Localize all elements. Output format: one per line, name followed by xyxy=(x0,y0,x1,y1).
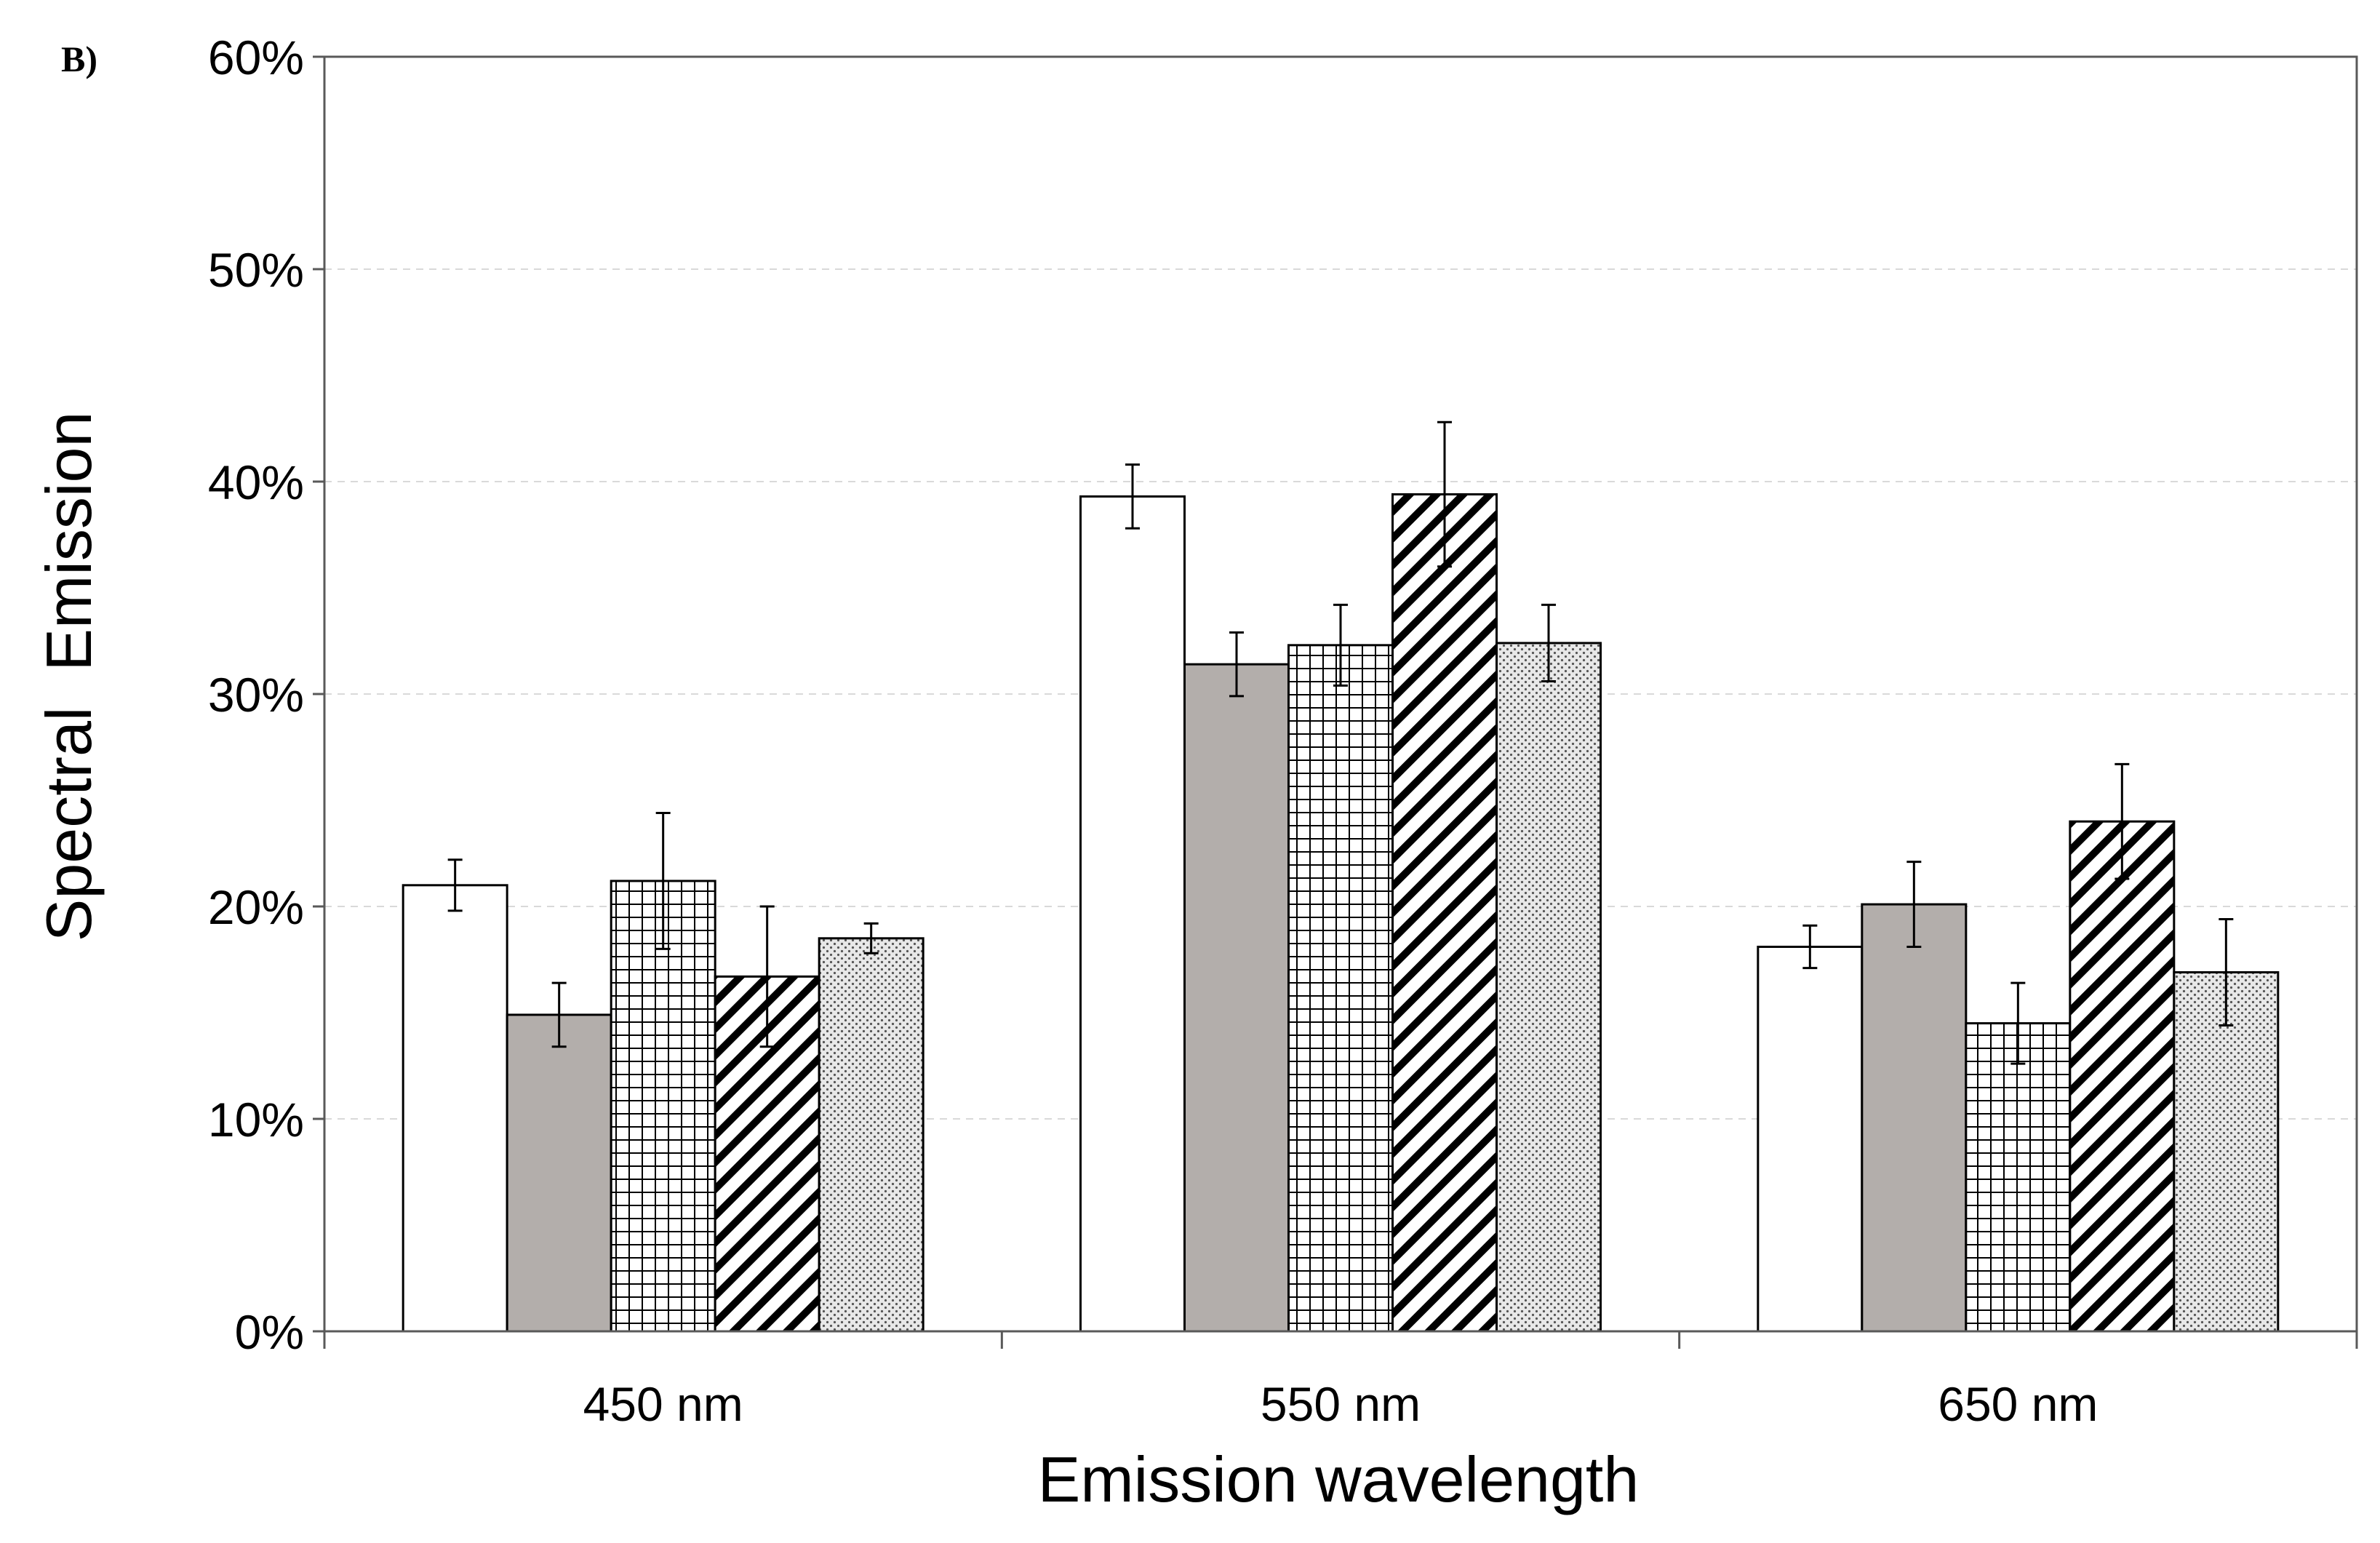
bar-gray-2 xyxy=(1183,663,1290,1333)
bar-grid-2 xyxy=(1287,644,1394,1333)
error-bar xyxy=(1125,463,1140,530)
error-bar xyxy=(759,905,775,1048)
y-tick-label: 10% xyxy=(208,1093,304,1147)
bar-dots-2 xyxy=(1496,642,1602,1333)
bar-grid-3 xyxy=(1965,1022,2072,1333)
y-tick-label: 50% xyxy=(208,243,304,297)
error-bar xyxy=(1541,603,1556,682)
error-bars xyxy=(447,420,2234,1065)
error-bar xyxy=(1802,924,1818,970)
error-bar xyxy=(863,922,879,954)
error-bar xyxy=(2115,762,2130,880)
bar-dots-3 xyxy=(2173,971,2280,1333)
error-bar xyxy=(655,812,671,950)
bar-white-2 xyxy=(1079,495,1186,1333)
panel-label: B) xyxy=(61,39,97,79)
y-axis-title: Spectral Emission xyxy=(33,412,105,942)
error-bar xyxy=(551,981,567,1048)
bars xyxy=(402,493,2280,1333)
error-bar xyxy=(1437,420,1452,568)
y-tick-label: 60% xyxy=(208,31,304,84)
bar-dots-1 xyxy=(818,937,925,1333)
x-tick-label: 550 nm xyxy=(1261,1377,1421,1431)
error-bar xyxy=(2010,981,2026,1065)
y-tick-label: 30% xyxy=(208,668,304,722)
x-tick-label: 650 nm xyxy=(1938,1377,2098,1431)
bar-white-3 xyxy=(1757,945,1864,1333)
error-bar xyxy=(447,858,463,912)
axes: 0% 10% 20% 30% 40% 50% 60% 450 nm 550 nm 650 nm xyxy=(208,31,2358,1431)
bar-gray-1 xyxy=(506,1013,612,1333)
bar-gray-3 xyxy=(1861,903,1968,1333)
bar-white-1 xyxy=(402,884,508,1333)
y-tick-label: 20% xyxy=(208,880,304,934)
bar-diagonal-3 xyxy=(2069,820,2176,1333)
y-tick-label: 0% xyxy=(235,1305,304,1359)
bar-diagonal-2 xyxy=(1391,493,1498,1333)
x-axis-title: Emission wavelength xyxy=(1038,1443,1640,1515)
error-bar xyxy=(2219,918,2234,1027)
error-bar xyxy=(1333,603,1348,687)
y-tick-label: 40% xyxy=(208,455,304,509)
error-bar xyxy=(1906,861,1922,948)
error-bar xyxy=(1229,631,1244,698)
x-tick-label: 450 nm xyxy=(583,1377,743,1431)
axis-labels: B) Emission wavelength Spectral Emission xyxy=(33,39,1639,1515)
